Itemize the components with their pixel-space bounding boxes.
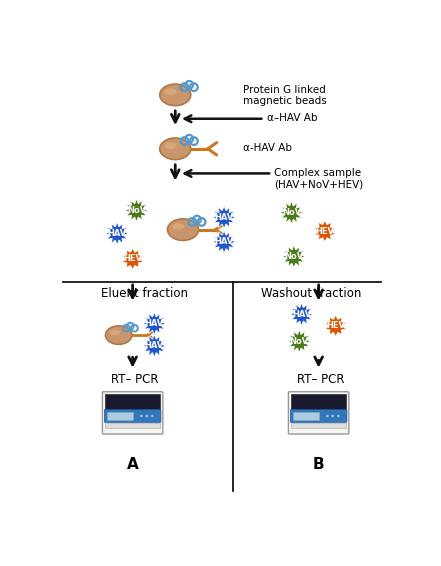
Bar (105, 395, 160, 410)
Text: HEV: HEV (326, 321, 345, 331)
Bar (291, 395, 346, 410)
Polygon shape (143, 335, 166, 358)
Text: Complex sample
(HAV+NoV+HEV): Complex sample (HAV+NoV+HEV) (274, 168, 364, 190)
Text: NoV: NoV (282, 208, 301, 217)
Circle shape (331, 414, 335, 418)
Bar (291, 423, 346, 428)
Circle shape (325, 414, 329, 418)
Polygon shape (122, 248, 143, 269)
Text: HAV: HAV (145, 319, 164, 328)
Polygon shape (282, 245, 306, 268)
Text: HEV: HEV (315, 226, 334, 235)
Text: Protein G linked
magnetic beads: Protein G linked magnetic beads (243, 85, 326, 106)
Ellipse shape (164, 88, 177, 95)
Text: α–HAV Ab: α–HAV Ab (267, 113, 317, 123)
Ellipse shape (172, 223, 184, 230)
Text: HAV: HAV (214, 238, 234, 246)
Ellipse shape (168, 219, 198, 241)
Circle shape (336, 414, 340, 418)
Circle shape (150, 414, 154, 418)
Text: RT– PCR: RT– PCR (111, 373, 158, 386)
Text: NoV: NoV (284, 252, 303, 261)
Text: NoV: NoV (127, 206, 146, 215)
Polygon shape (288, 330, 311, 353)
Polygon shape (213, 230, 235, 254)
Ellipse shape (164, 142, 177, 149)
Polygon shape (105, 222, 129, 245)
Bar (107, 412, 133, 420)
Ellipse shape (160, 84, 191, 106)
Text: HAV: HAV (292, 310, 311, 319)
Bar (293, 412, 319, 420)
Polygon shape (280, 201, 303, 224)
FancyBboxPatch shape (290, 410, 347, 422)
Text: A: A (127, 457, 138, 472)
Text: B: B (313, 457, 325, 472)
Text: HAV: HAV (145, 341, 164, 350)
Circle shape (145, 414, 149, 418)
FancyBboxPatch shape (102, 392, 163, 434)
Text: α-HAV Ab: α-HAV Ab (243, 143, 292, 153)
FancyBboxPatch shape (105, 410, 161, 422)
Polygon shape (125, 199, 148, 222)
Polygon shape (314, 220, 335, 242)
Text: RT– PCR: RT– PCR (297, 373, 344, 386)
Ellipse shape (109, 329, 120, 335)
Text: HAV: HAV (214, 213, 234, 222)
Polygon shape (290, 303, 313, 326)
Polygon shape (143, 312, 166, 335)
Bar (105, 423, 160, 428)
Polygon shape (213, 206, 235, 229)
Polygon shape (325, 315, 346, 337)
FancyBboxPatch shape (288, 392, 349, 434)
Ellipse shape (160, 138, 191, 160)
Circle shape (139, 414, 143, 418)
Text: HAV: HAV (108, 229, 127, 238)
Text: HEV: HEV (123, 254, 142, 263)
Ellipse shape (105, 326, 132, 344)
Text: NoV: NoV (290, 337, 309, 346)
Text: Eluent fraction: Eluent fraction (101, 286, 188, 299)
Text: Washout fraction: Washout fraction (261, 286, 361, 299)
